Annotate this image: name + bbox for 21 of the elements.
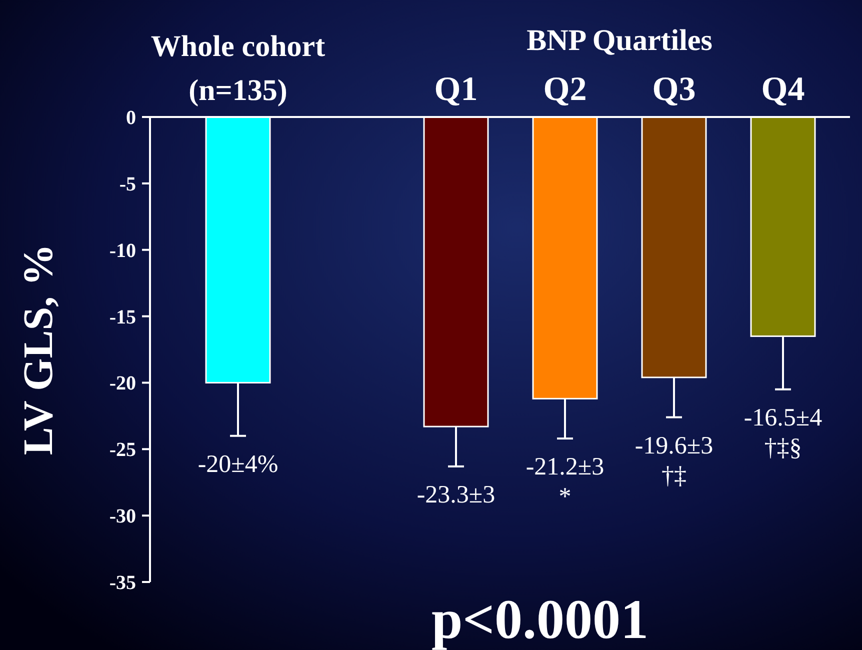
y-tick-label: -20	[109, 372, 136, 395]
text: p<0.0001	[431, 589, 649, 650]
data-label: -23.3±3	[416, 481, 496, 508]
x-tick-label: Q3	[652, 71, 696, 108]
data-label: -19.6±3 †‡	[634, 432, 714, 490]
y-tick-label: -10	[109, 240, 136, 262]
y-tick-label: 0	[126, 107, 136, 129]
x-tick-label: Whole cohort (n=135)	[150, 30, 326, 107]
text: BNP Quartiles	[526, 24, 712, 57]
data-label: -20±4%	[198, 450, 278, 478]
y-tick-label: -25	[109, 439, 136, 462]
x-tick-label: Q2	[543, 71, 587, 108]
y-axis-title: LV GLS, %	[16, 244, 62, 456]
x-tick-label: Q4	[761, 71, 805, 108]
y-tick-label: -30	[109, 506, 136, 528]
data-label: -21.2±3 *	[526, 454, 604, 511]
data-label: -16.5±4 †‡§	[744, 404, 823, 462]
x-tick-label: Q1	[434, 71, 478, 108]
y-tick-label: -15	[109, 306, 136, 328]
y-tick-label: -35	[109, 572, 136, 594]
y-tick-label: -5	[119, 173, 136, 196]
